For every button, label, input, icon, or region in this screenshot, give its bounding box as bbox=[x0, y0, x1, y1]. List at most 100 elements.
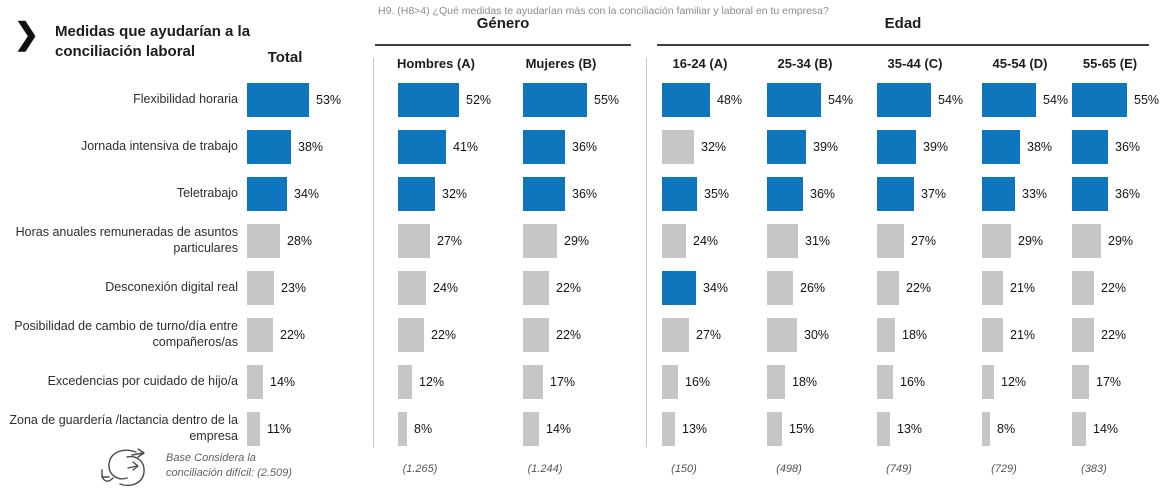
chevron-icon: ❯ bbox=[14, 18, 40, 51]
bar-value: 22% bbox=[556, 328, 582, 342]
bar bbox=[523, 177, 565, 211]
bar-value: 36% bbox=[572, 140, 598, 154]
bar-value: 22% bbox=[556, 281, 582, 295]
row-label: Desconexión digital real bbox=[105, 280, 238, 295]
bar bbox=[662, 318, 689, 352]
bar-value: 17% bbox=[1096, 375, 1122, 389]
bar-value: 52% bbox=[466, 93, 492, 107]
bar-value: 39% bbox=[813, 140, 839, 154]
bar bbox=[767, 318, 797, 352]
bar-value: 54% bbox=[828, 93, 854, 107]
bar-value: 22% bbox=[1101, 281, 1127, 295]
bar bbox=[877, 83, 931, 117]
bar-value: 55% bbox=[1134, 93, 1160, 107]
bar-value: 16% bbox=[900, 375, 926, 389]
bar bbox=[982, 224, 1011, 258]
column-base: (150) bbox=[671, 463, 697, 475]
bar bbox=[398, 130, 446, 164]
column-base: (498) bbox=[776, 463, 802, 475]
bar bbox=[767, 412, 782, 446]
bar bbox=[398, 271, 426, 305]
bar bbox=[247, 318, 273, 352]
bar bbox=[767, 224, 798, 258]
bar-value: 54% bbox=[938, 93, 964, 107]
bar-value: 38% bbox=[298, 140, 324, 154]
bar-value: 23% bbox=[281, 281, 307, 295]
row-label: Flexibilidad horaria bbox=[133, 92, 238, 107]
bar-value: 27% bbox=[437, 234, 463, 248]
bar-value: 32% bbox=[442, 187, 468, 201]
bar bbox=[1072, 224, 1101, 258]
bar bbox=[877, 271, 899, 305]
bar-value: 15% bbox=[789, 422, 815, 436]
bar-value: 39% bbox=[923, 140, 949, 154]
bar-value: 27% bbox=[911, 234, 937, 248]
bar-value: 14% bbox=[1093, 422, 1119, 436]
bar bbox=[398, 412, 407, 446]
bar bbox=[247, 412, 260, 446]
row-label: Teletrabajo bbox=[176, 186, 238, 201]
bar-value: 29% bbox=[1018, 234, 1044, 248]
bar-value: 22% bbox=[906, 281, 932, 295]
bar bbox=[247, 177, 287, 211]
bar bbox=[877, 365, 893, 399]
bar-value: 35% bbox=[704, 187, 730, 201]
bar-value: 13% bbox=[682, 422, 708, 436]
row-label: Posibilidad de cambio de turno/día entre… bbox=[14, 319, 238, 349]
bar bbox=[877, 412, 890, 446]
group-header-gender: Género bbox=[476, 15, 530, 32]
bar bbox=[523, 365, 543, 399]
bar bbox=[1072, 318, 1094, 352]
bar bbox=[398, 177, 435, 211]
bar bbox=[662, 83, 710, 117]
bar bbox=[398, 365, 412, 399]
bar bbox=[1072, 177, 1108, 211]
bar-value: 8% bbox=[997, 422, 1016, 436]
bar-value: 28% bbox=[287, 234, 313, 248]
bar bbox=[247, 271, 274, 305]
column-header: 45-54 (D) bbox=[992, 56, 1048, 71]
bar bbox=[662, 130, 694, 164]
bar-value: 54% bbox=[1043, 93, 1069, 107]
bar bbox=[662, 177, 697, 211]
bar-value: 21% bbox=[1010, 281, 1036, 295]
question-text: H9. (H8>4) ¿Qué medidas te ayudarían más… bbox=[378, 5, 829, 17]
bar bbox=[877, 130, 916, 164]
column-base: (1.244) bbox=[527, 463, 563, 475]
column-base: (749) bbox=[886, 463, 912, 475]
bar-value: 36% bbox=[1115, 140, 1141, 154]
bar bbox=[877, 318, 895, 352]
column-base: (383) bbox=[1081, 463, 1107, 475]
bar-value: 22% bbox=[280, 328, 306, 342]
bar bbox=[982, 271, 1003, 305]
bar-value: 13% bbox=[897, 422, 923, 436]
bar-value: 27% bbox=[696, 328, 722, 342]
bar-value: 41% bbox=[453, 140, 479, 154]
bar bbox=[1072, 271, 1094, 305]
column-header: 55-65 (E) bbox=[1082, 56, 1138, 71]
column-header: Hombres (A) bbox=[396, 56, 476, 71]
bar-value: 11% bbox=[267, 422, 292, 436]
bar-value: 48% bbox=[717, 93, 743, 107]
bar-value: 36% bbox=[572, 187, 598, 201]
group-header-age: Edad bbox=[884, 15, 922, 32]
base-note: Base Considera la conciliación difícil: … bbox=[166, 451, 292, 482]
bar-value: 29% bbox=[1108, 234, 1134, 248]
row-label: Zona de guardería /lactancia dentro de l… bbox=[9, 413, 238, 443]
bar bbox=[662, 365, 678, 399]
bar bbox=[877, 224, 904, 258]
column-header: Mujeres (B) bbox=[525, 56, 597, 71]
bar bbox=[982, 365, 994, 399]
bar-value: 21% bbox=[1010, 328, 1036, 342]
bar-value: 17% bbox=[550, 375, 576, 389]
base-note-line1: Base Considera la bbox=[166, 452, 256, 464]
page-title: Medidas que ayudarían a la conciliación … bbox=[55, 23, 251, 61]
bar bbox=[982, 318, 1003, 352]
bar bbox=[523, 318, 549, 352]
bar-value: 33% bbox=[1022, 187, 1048, 201]
bar-value: 18% bbox=[792, 375, 818, 389]
bar bbox=[982, 412, 990, 446]
bar-value: 16% bbox=[685, 375, 711, 389]
bar-value: 55% bbox=[594, 93, 620, 107]
